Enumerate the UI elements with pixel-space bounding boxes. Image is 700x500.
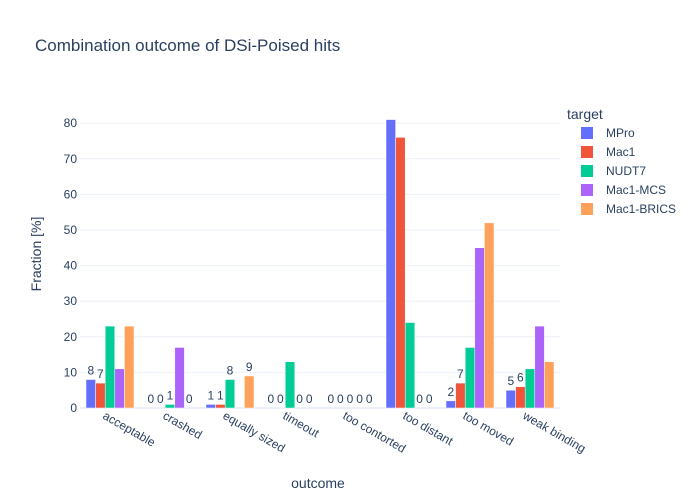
- legend-label: Mac1-MCS: [606, 183, 666, 197]
- bar: [385, 119, 396, 409]
- legend-label: Mac1: [606, 145, 636, 159]
- bar: [104, 325, 116, 409]
- x-tick-label: too contorted: [341, 408, 409, 455]
- x-axis-title: outcome: [291, 475, 345, 491]
- bar: [95, 382, 106, 409]
- bar-label: 0: [327, 392, 334, 406]
- legend-swatch: [581, 184, 593, 196]
- bar-label: 2: [447, 385, 454, 399]
- y-tick-labels: 0 10 20 30 40 50 60 70 80: [64, 116, 78, 415]
- y-tick-label: 30: [64, 294, 78, 308]
- bar: [445, 400, 456, 409]
- bar-label: 0: [296, 392, 303, 406]
- y-tick-label: 20: [64, 330, 78, 344]
- bar-label: 0: [337, 392, 344, 406]
- bar-label: 0: [366, 392, 373, 406]
- bar-label: 1: [217, 388, 224, 402]
- bar: [114, 368, 125, 409]
- x-tick-label: timeout: [281, 408, 323, 440]
- y-tick-label: 50: [64, 223, 78, 237]
- y-tick-label: 80: [64, 116, 78, 130]
- bar-label: 5: [507, 374, 514, 388]
- y-tick-label: 40: [64, 259, 78, 273]
- y-tick-label: 70: [64, 152, 78, 166]
- bar-label: 6: [517, 371, 524, 385]
- bar: [395, 137, 406, 409]
- bar: [505, 389, 516, 409]
- bar: [455, 382, 466, 409]
- legend-swatch: [581, 165, 593, 177]
- bar-label: 8: [227, 364, 234, 378]
- bar-label: 1: [167, 388, 174, 402]
- legend-swatch: [581, 203, 593, 215]
- bar: [474, 247, 485, 409]
- bar: [224, 379, 236, 409]
- bar: [85, 379, 96, 409]
- y-tick-label: 10: [64, 365, 78, 379]
- bar-label: 0: [416, 392, 423, 406]
- bar-label: 0: [186, 392, 193, 406]
- bar-label: 9: [246, 360, 253, 374]
- legend-title: target: [567, 106, 603, 122]
- bar: [484, 222, 495, 409]
- bar-label: 7: [97, 367, 104, 381]
- x-tick-label: equally sized: [221, 408, 288, 455]
- bar-label: 0: [426, 392, 433, 406]
- bar: [464, 347, 476, 409]
- legend-label: NUDT7: [606, 164, 646, 178]
- bar: [515, 386, 526, 409]
- bar: [544, 361, 555, 409]
- bar: [205, 404, 216, 409]
- bar-label: 0: [147, 392, 154, 406]
- bar-label: 0: [277, 392, 284, 406]
- y-tick-label: 60: [64, 187, 78, 201]
- legend-label: Mac1-BRICS: [606, 202, 676, 216]
- bar: [174, 347, 185, 409]
- bar: [244, 375, 255, 409]
- legend-swatch: [581, 127, 593, 139]
- bar-label: 0: [347, 392, 354, 406]
- bar: [215, 404, 226, 409]
- bar: [164, 404, 176, 409]
- bar: [404, 322, 416, 409]
- bar-label: 1: [207, 388, 214, 402]
- bars: [85, 119, 555, 409]
- chart-title: Combination outcome of DSi-Poised hits: [35, 36, 340, 55]
- bar: [284, 361, 296, 409]
- x-tick-label: weak binding: [520, 408, 589, 456]
- bar: [124, 325, 135, 409]
- legend: target MPro Mac1 NUDT7 Mac1-MCS Mac1-BRICS: [567, 106, 676, 216]
- y-axis-title: Fraction [%]: [28, 217, 44, 292]
- x-tick-label: crashed: [161, 408, 205, 441]
- bar-label: 0: [267, 392, 274, 406]
- bar-label: 0: [306, 392, 313, 406]
- legend-swatch: [581, 146, 593, 158]
- x-tick-label: too distant: [401, 408, 457, 448]
- bar: [534, 325, 545, 409]
- legend-label: MPro: [606, 126, 635, 140]
- bar-label: 7: [457, 367, 464, 381]
- bar-label: 0: [356, 392, 363, 406]
- x-tick-label: too moved: [461, 408, 517, 448]
- x-tick-label: acceptable: [101, 408, 159, 449]
- bar-label: 0: [157, 392, 164, 406]
- bar-label: 8: [87, 364, 94, 378]
- y-tick-label: 0: [70, 401, 77, 415]
- bar: [524, 368, 536, 409]
